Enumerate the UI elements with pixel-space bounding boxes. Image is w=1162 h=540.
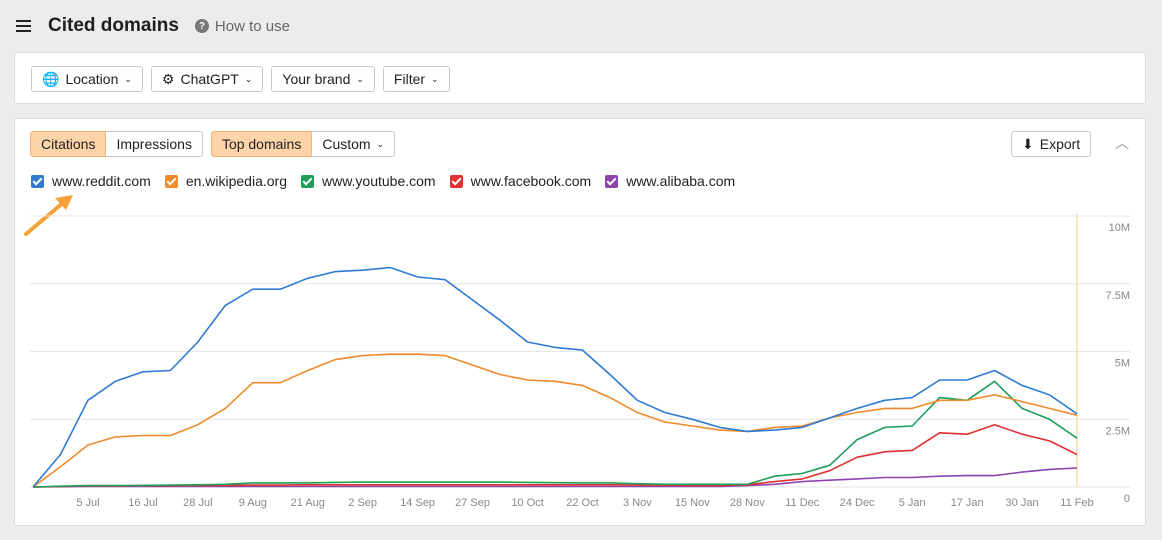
legend-checkbox[interactable] — [300, 174, 314, 188]
series-line — [32, 380, 1078, 488]
filter-button[interactable]: Your brand ⌄ — [271, 66, 375, 92]
x-tick-label: 17 Jan — [951, 497, 984, 509]
series-line — [32, 353, 1078, 488]
x-tick-label: 9 Aug — [239, 497, 267, 509]
x-tick-label: 5 Jul — [76, 497, 99, 509]
x-tick-label: 10 Oct — [511, 497, 543, 509]
x-tick-label: 24 Dec — [840, 497, 875, 509]
filter-button[interactable]: 🌐 Location ⌄ — [31, 66, 143, 92]
legend-item[interactable]: www.alibaba.com — [605, 173, 735, 189]
y-tick-label: 2.5M — [1106, 425, 1130, 437]
annotation-arrow — [24, 195, 73, 236]
x-tick-label: 16 Jul — [128, 497, 157, 509]
header: Cited domains ? How to use — [0, 0, 1162, 52]
series-line — [32, 266, 1078, 488]
tab-bar: Citations Impressions Top domains Custom… — [30, 131, 396, 157]
chart-card: Citations Impressions Top domains Custom… — [14, 118, 1146, 526]
collapse-button[interactable]: ︿ — [1115, 135, 1129, 151]
y-tick-label: 10M — [1109, 222, 1130, 234]
x-tick-label: 11 Feb — [1060, 497, 1093, 509]
legend-checkbox[interactable] — [164, 174, 178, 188]
page-title: Cited domains — [48, 15, 179, 36]
y-tick-label: 5M — [1115, 358, 1130, 370]
legend-item[interactable]: www.reddit.com — [31, 173, 151, 189]
legend-label: www.facebook.com — [470, 173, 592, 189]
export-button[interactable]: ⬇ Export — [1011, 131, 1092, 157]
export-label: Export — [1039, 136, 1081, 152]
domain-tabs: Top domains Custom ⌄ — [210, 131, 396, 157]
filter-label: ChatGPT — [180, 71, 239, 87]
x-tick-label: 22 Oct — [566, 497, 598, 509]
x-tick-label: 2 Sep — [348, 497, 377, 509]
filter-bar: 🌐 Location ⌄ ⚙ ChatGPT ⌄ Your brand ⌄ Filter ⌄ — [14, 52, 1146, 104]
legend-label: www.youtube.com — [321, 173, 436, 189]
help-text: How to use — [214, 17, 290, 35]
y-tick-label: 0 — [1124, 493, 1130, 505]
legend-label: en.wikipedia.org — [185, 173, 287, 189]
legend-item[interactable]: www.facebook.com — [449, 173, 592, 189]
x-tick-label: 21 Aug — [291, 497, 325, 509]
x-tick-label: 14 Sep — [400, 497, 435, 509]
tab[interactable]: Custom ⌄ — [312, 131, 396, 157]
y-tick-label: 7.5M — [1106, 290, 1130, 302]
legend-checkbox[interactable] — [31, 174, 44, 188]
legend-label: www.reddit.com — [52, 173, 151, 189]
x-tick-label: 28 Nov — [730, 497, 765, 509]
x-tick-label: 27 Sep — [455, 497, 490, 509]
legend: www.reddit.com en.wikipedia.org www.youtub… — [31, 173, 735, 189]
legend-label: www.alibaba.com — [626, 173, 736, 189]
filter-button[interactable]: ⚙ ChatGPT ⌄ — [150, 66, 264, 92]
x-tick-label: 28 Jul — [183, 497, 212, 509]
x-tick-label: 15 Nov — [675, 497, 710, 509]
help-link[interactable]: ? How to use — [194, 17, 290, 35]
legend-checkbox[interactable] — [605, 174, 619, 188]
x-tick-label: 11 Dec — [785, 497, 820, 509]
filter-label: Location — [65, 71, 119, 87]
legend-item[interactable]: en.wikipedia.org — [164, 173, 287, 189]
filter-button[interactable]: Filter ⌄ — [382, 66, 450, 92]
tab-label: Custom — [322, 136, 371, 152]
tab[interactable]: Citations — [30, 131, 107, 157]
x-tick-label: 5 Jan — [899, 497, 926, 509]
x-tick-label: 3 Nov — [623, 497, 652, 509]
tab[interactable]: Top domains — [210, 131, 313, 157]
filter-label: Your brand — [282, 71, 351, 87]
menu-icon[interactable] — [16, 19, 32, 33]
metric-tabs: Citations Impressions — [30, 131, 203, 157]
series-line — [32, 467, 1078, 488]
filter-label: Filter — [393, 71, 426, 87]
legend-item[interactable]: www.youtube.com — [300, 173, 436, 189]
legend-checkbox[interactable] — [449, 174, 463, 188]
x-tick-label: 30 Jan — [1006, 497, 1039, 509]
tab[interactable]: Impressions — [106, 131, 203, 157]
